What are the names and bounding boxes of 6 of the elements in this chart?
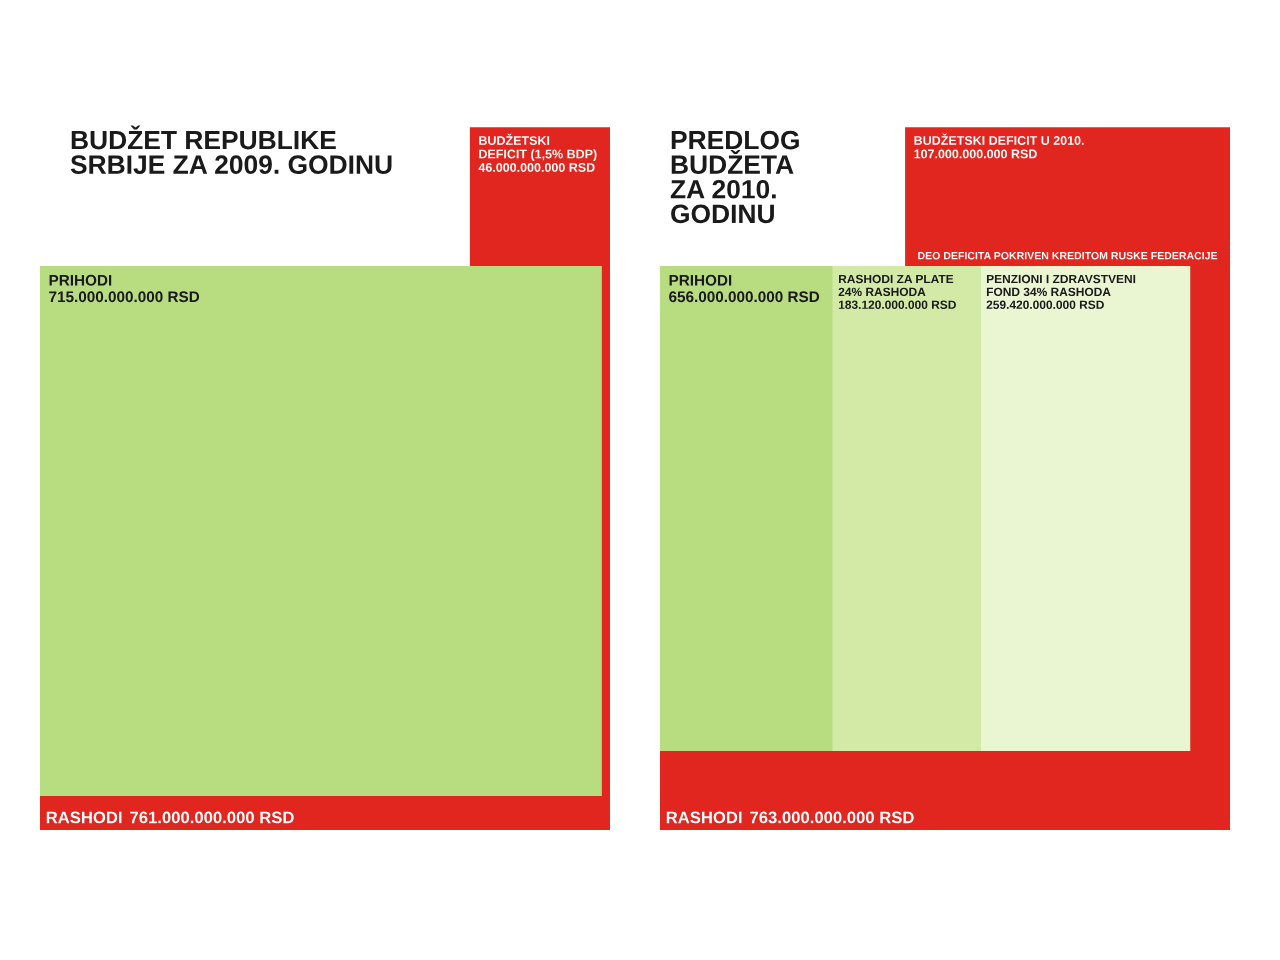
text: PREDLOG BUDŽETA ZA 2010. GODINU <box>670 130 799 224</box>
data-label: 763.000.000.000 RSD <box>750 811 914 824</box>
category-label: RASHODI <box>46 811 122 824</box>
data-label: 761.000.000.000 RSD <box>130 811 294 824</box>
category-label: RASHODI <box>666 811 742 824</box>
text: BUDŽET REPUBLIKE SRBIJE ZA 2009. GODINU <box>70 125 392 174</box>
